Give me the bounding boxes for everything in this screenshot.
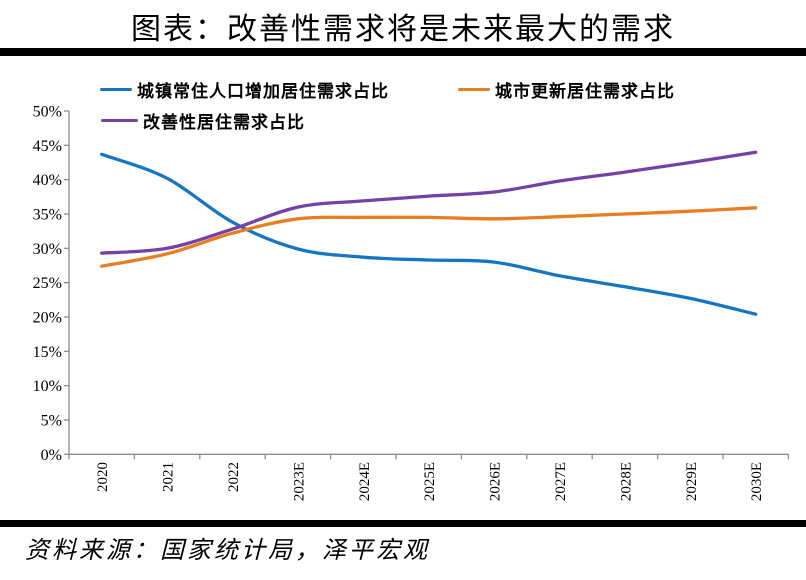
x-axis-label: 2023E — [291, 462, 307, 501]
bottom-divider-bar — [0, 520, 806, 527]
y-axis-label: 15% — [33, 344, 62, 361]
page-title: 图表：改善性需求将是未来最大的需求 — [131, 13, 675, 46]
series-line-urban-population — [100, 152, 758, 316]
x-axis-label: 2026E — [488, 462, 504, 501]
top-divider-bar — [0, 48, 806, 56]
y-axis-label: 5% — [41, 412, 62, 429]
x-axis-label: 2020 — [95, 462, 111, 492]
legend-item-urban-renewal: 城市更新居住需求占比 — [458, 77, 675, 102]
y-axis-label: 45% — [33, 138, 62, 155]
legend-label: 城镇常住人口增加居住需求占比 — [137, 82, 389, 101]
y-axis-label: 10% — [33, 378, 62, 395]
x-axis-label: 2021 — [161, 462, 177, 492]
x-axis-label: 2024E — [357, 462, 373, 501]
legend-swatch-purple — [101, 118, 138, 123]
source-note: 资料来源：国家统计局，泽平宏观 — [25, 538, 430, 564]
x-axis-label: 2030E — [749, 462, 765, 501]
legend-swatch-blue — [100, 87, 132, 92]
legend-swatch-orange — [458, 87, 490, 92]
y-axis-label: 25% — [33, 275, 62, 292]
y-axis-label: 0% — [41, 447, 62, 464]
x-axis-label: 2027E — [553, 462, 569, 501]
series-line-urban-renewal — [100, 206, 758, 268]
legend-item-improvement: 改善性居住需求占比 — [101, 108, 305, 133]
x-axis-label: 2025E — [422, 462, 438, 501]
y-axis-label: 30% — [33, 241, 62, 258]
x-axis-label: 2028E — [618, 462, 634, 501]
legend-label: 城市更新居住需求占比 — [495, 82, 675, 101]
legend-label: 改善性居住需求占比 — [143, 113, 305, 132]
series-line-improvement — [100, 150, 758, 255]
y-axis-label: 35% — [33, 206, 62, 223]
y-axis-label: 40% — [33, 172, 62, 189]
y-axis-label: 20% — [33, 309, 62, 326]
x-axis-label: 2029E — [684, 462, 700, 501]
y-axis-label: 50% — [33, 104, 62, 121]
legend-item-urban-population: 城镇常住人口增加居住需求占比 — [100, 77, 389, 102]
x-axis-label: 2022 — [226, 462, 242, 492]
